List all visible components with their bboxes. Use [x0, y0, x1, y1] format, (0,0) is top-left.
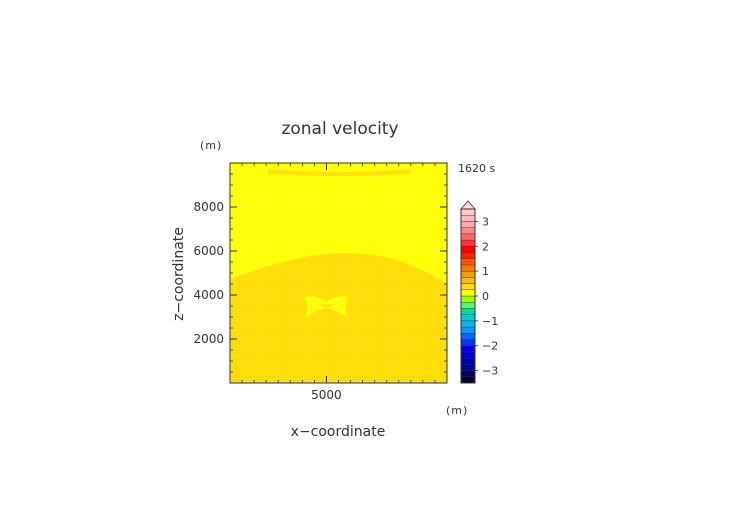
colorbar-swatch [460, 289, 476, 297]
colorbar-swatch [460, 364, 476, 371]
colorbar-swatch [460, 320, 476, 328]
chart-title: zonal velocity [281, 119, 398, 139]
colorbar-swatch [460, 308, 476, 315]
colorbar-swatch [460, 270, 476, 278]
x-axis-label: x−coordinate [291, 424, 386, 440]
colorbar-swatch [460, 314, 476, 322]
colorbar-tick-label: 1 [482, 265, 489, 278]
colorbar-swatch [460, 252, 476, 259]
colorbar-swatch [460, 215, 476, 222]
y-tick-label: 8000 [193, 200, 224, 214]
colorbar-swatch [460, 283, 476, 290]
colorbar: −3 −2 −1 0 1 2 3 [460, 200, 498, 384]
colorbar-swatch [460, 258, 476, 266]
colorbar-swatch [460, 351, 476, 359]
y-axis: 2000 4000 6000 8000 [193, 200, 447, 346]
colorbar-swatch [460, 246, 476, 253]
colorbar-swatch [460, 227, 476, 235]
y-tick-label: 4000 [193, 288, 224, 302]
time-label: 1620 s [458, 162, 495, 175]
colorbar-tick-label: 2 [482, 240, 489, 253]
y-tick-label: 6000 [193, 244, 224, 258]
colorbar-swatch [460, 264, 476, 272]
colorbar-swatch [460, 333, 476, 340]
colorbar-swatch [460, 370, 476, 377]
colorbar-swatch [460, 221, 476, 228]
field-grain [230, 163, 447, 383]
y-axis-label: z−coordinate [171, 227, 187, 321]
colorbar-swatch [460, 239, 476, 247]
colorbar-swatch [460, 277, 476, 284]
colorbar-tick-label: 3 [482, 215, 489, 228]
colorbar-tick-label: −1 [482, 315, 498, 328]
colorbar-swatch [460, 233, 476, 241]
colorbar-swatch [460, 357, 476, 365]
x-unit-label: (m) [446, 404, 468, 417]
colorbar-tick-label: 0 [482, 290, 489, 303]
colorbar-swatch [460, 339, 476, 346]
plot-area [229, 162, 448, 384]
colorbar-swatch [460, 376, 476, 384]
y-tick-label: 2000 [193, 332, 224, 346]
x-axis: 5000 [311, 163, 342, 402]
colorbar-swatch [460, 302, 476, 309]
colorbar-extend-arrow [460, 200, 476, 210]
colorbar-swatch [460, 326, 476, 334]
z-unit-label: (m) [200, 139, 222, 152]
colorbar-swatch [460, 345, 476, 353]
colorbar-swatch [460, 208, 476, 216]
x-tick-label: 5000 [311, 388, 342, 402]
colorbar-tick-label: −3 [482, 365, 498, 378]
colorbar-swatch [460, 295, 476, 303]
colorbar-tick-label: −2 [482, 340, 498, 353]
